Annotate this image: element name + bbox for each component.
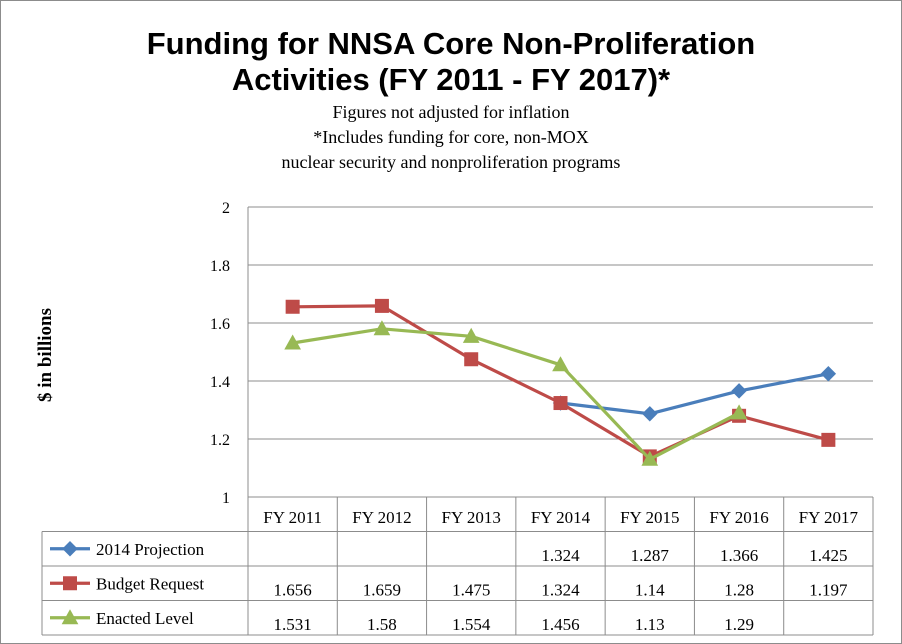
legend-marker (62, 541, 78, 557)
chart-subtitle: Figures not adjusted for inflation *Incl… (0, 100, 902, 175)
y-tick-label: 2 (222, 200, 230, 217)
table-cell-value: 1.659 (363, 580, 401, 599)
data-point-triangle (284, 334, 301, 350)
x-tick-label: FY 2016 (709, 508, 768, 527)
y-tick-label: 1.6 (210, 316, 230, 333)
data-point-diamond (731, 383, 747, 399)
x-tick-label: FY 2012 (352, 508, 411, 527)
subtitle-line-3: nuclear security and nonproliferation pr… (281, 152, 621, 172)
y-tick-label: 1.8 (210, 258, 230, 275)
data-point-triangle (730, 404, 748, 420)
data-point-square (374, 298, 389, 313)
table-cell-value: 1.14 (635, 580, 665, 599)
data-point-triangle (373, 320, 391, 336)
x-tick-label: FY 2013 (442, 508, 501, 527)
data-point-square (285, 299, 300, 314)
x-tick-label: FY 2015 (620, 508, 679, 527)
data-point-triangle (462, 327, 480, 343)
y-tick-label: 1.2 (210, 432, 230, 449)
subtitle-line-1: Figures not adjusted for inflation (332, 102, 570, 122)
data-point-square (553, 396, 568, 411)
x-tick-label: FY 2017 (799, 508, 859, 527)
legend-label: Enacted Level (96, 609, 194, 628)
table-cell-value: 1.554 (452, 615, 491, 634)
legend-marker (63, 576, 77, 591)
table-cell-value: 1.531 (274, 615, 312, 634)
chart-title-line-2: Activities (FY 2011 - FY 2017)* (231, 62, 671, 97)
y-tick-label: 1 (222, 490, 230, 507)
table-cell-value: 1.366 (720, 546, 758, 565)
chart-title: Funding for NNSA Core Non-Proliferation … (0, 26, 902, 98)
data-point-square (464, 352, 479, 367)
legend-marker (61, 609, 79, 625)
data-point-triangle (641, 450, 659, 466)
table-cell-value: 1.475 (452, 580, 490, 599)
chart-title-line-1: Funding for NNSA Core Non-Proliferation (146, 26, 756, 61)
x-tick-label: FY 2011 (263, 508, 322, 527)
legend-label: Budget Request (96, 574, 204, 593)
table-cell-value: 1.656 (274, 580, 312, 599)
data-point-diamond (820, 366, 837, 382)
subtitle-line-2: *Includes funding for core, non-MOX (313, 127, 589, 147)
x-tick-label: FY 2014 (531, 508, 591, 527)
table-cell-value: 1.29 (724, 615, 754, 634)
data-point-diamond (642, 406, 658, 422)
table-cell-value: 1.324 (541, 546, 580, 565)
table-cell-value: 1.456 (541, 615, 579, 634)
legend-label: 2014 Projection (96, 540, 205, 559)
table-cell-value: 1.58 (367, 615, 397, 634)
table-cell-value: 1.197 (809, 580, 848, 599)
data-point-square (821, 432, 836, 447)
table-cell-value: 1.425 (809, 546, 847, 565)
table-cell-value: 1.28 (724, 580, 754, 599)
table-cell-value: 1.287 (631, 546, 670, 565)
table-cell-value: 1.324 (541, 580, 580, 599)
y-tick-label: 1.4 (210, 374, 230, 391)
data-point-triangle (552, 356, 569, 372)
series-line-0 (560, 372, 829, 416)
table-cell-value: 1.13 (635, 615, 665, 634)
series-line-2 (292, 327, 740, 461)
